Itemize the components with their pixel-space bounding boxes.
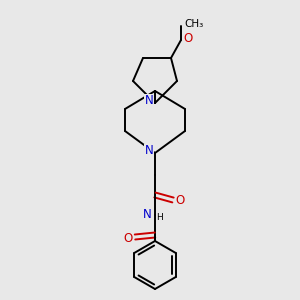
Text: O: O [183,32,193,44]
Text: O: O [123,232,133,244]
Text: N: N [145,145,153,158]
Text: N: N [145,94,153,107]
Text: O: O [176,194,184,208]
Text: H: H [156,214,163,223]
Text: N: N [142,208,152,220]
Text: CH₃: CH₃ [184,19,203,29]
